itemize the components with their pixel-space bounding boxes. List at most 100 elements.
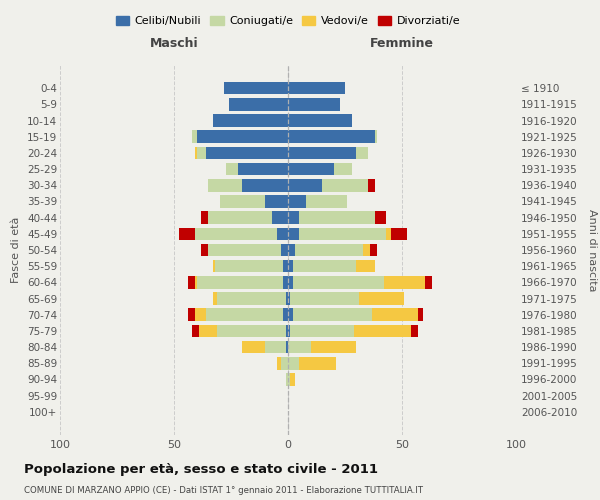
Bar [288,357,299,370]
Bar [202,212,208,224]
Bar [288,98,340,110]
Bar [194,308,206,321]
Bar [373,308,418,321]
Bar [288,341,311,353]
Bar [411,324,418,337]
Bar [288,195,306,208]
Bar [288,82,345,94]
Bar [208,244,281,256]
Bar [265,195,288,208]
Bar [197,276,283,288]
Bar [293,308,373,321]
Bar [199,324,217,337]
Bar [290,324,354,337]
Bar [226,163,238,175]
Bar [208,179,242,192]
Bar [288,130,374,143]
Bar [194,276,197,288]
Bar [368,179,374,192]
Bar [202,244,208,256]
Bar [386,228,391,240]
Text: Femmine: Femmine [370,37,434,50]
Bar [359,292,404,305]
Bar [384,276,425,288]
Bar [288,244,295,256]
Bar [288,373,290,386]
Bar [242,179,288,192]
Bar [238,163,288,175]
Bar [277,228,288,240]
Text: Popolazione per età, sesso e stato civile - 2011: Popolazione per età, sesso e stato civil… [24,462,378,475]
Bar [288,292,290,305]
Bar [295,244,363,256]
Legend: Celibi/Nubili, Coniugati/e, Vedovi/e, Divorziati/e: Celibi/Nubili, Coniugati/e, Vedovi/e, Di… [112,12,464,30]
Bar [213,292,217,305]
Bar [194,146,197,159]
Bar [288,179,322,192]
Bar [288,308,293,321]
Bar [286,324,288,337]
Bar [229,98,288,110]
Bar [197,130,288,143]
Bar [272,212,288,224]
Bar [418,308,422,321]
Bar [283,260,288,272]
Bar [179,228,194,240]
Bar [188,308,194,321]
Bar [288,276,293,288]
Y-axis label: Fasce di età: Fasce di età [11,217,22,283]
Bar [334,163,352,175]
Bar [206,146,288,159]
Bar [288,114,352,127]
Bar [217,292,286,305]
Text: COMUNE DI MARZANO APPIO (CE) - Dati ISTAT 1° gennaio 2011 - Elaborazione TUTTITA: COMUNE DI MARZANO APPIO (CE) - Dati ISTA… [24,486,423,495]
Bar [283,276,288,288]
Bar [220,195,265,208]
Bar [290,292,359,305]
Bar [299,212,374,224]
Bar [290,373,295,386]
Bar [188,276,194,288]
Bar [356,146,368,159]
Bar [293,276,384,288]
Bar [306,195,347,208]
Bar [293,260,356,272]
Bar [286,292,288,305]
Bar [192,324,199,337]
Bar [286,341,288,353]
Bar [299,228,386,240]
Bar [242,341,265,353]
Bar [356,260,374,272]
Text: Maschi: Maschi [149,37,199,50]
Bar [192,130,197,143]
Bar [311,341,356,353]
Bar [281,357,288,370]
Bar [217,324,286,337]
Bar [213,260,215,272]
Bar [425,276,431,288]
Bar [322,179,368,192]
Bar [215,260,283,272]
Bar [288,212,299,224]
Bar [354,324,411,337]
Bar [288,228,299,240]
Bar [208,212,272,224]
Bar [299,357,336,370]
Bar [265,341,286,353]
Bar [374,130,377,143]
Bar [283,308,288,321]
Y-axis label: Anni di nascita: Anni di nascita [587,209,597,291]
Bar [277,357,281,370]
Bar [286,373,288,386]
Bar [206,308,283,321]
Bar [197,146,206,159]
Bar [281,244,288,256]
Bar [194,228,277,240]
Bar [370,244,377,256]
Bar [213,114,288,127]
Bar [288,146,356,159]
Bar [391,228,407,240]
Bar [288,260,293,272]
Bar [374,212,386,224]
Bar [363,244,370,256]
